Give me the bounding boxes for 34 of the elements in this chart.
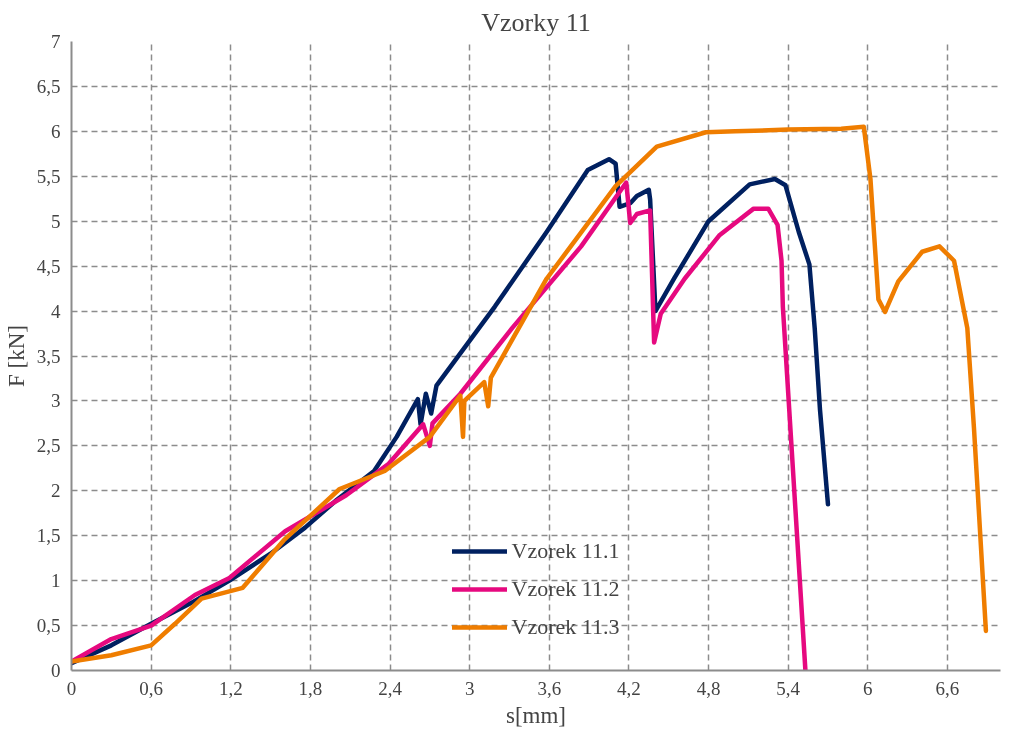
y-tick-label: 1 [51,570,61,592]
y-axis-title: F [kN] [3,325,29,387]
y-tick-label: 6,5 [36,75,61,97]
x-tick-label: 6 [863,677,873,699]
x-tick-label: 1,8 [298,677,323,699]
y-tick-label: 5 [51,210,61,232]
y-tick-label: 6 [51,120,61,142]
chart-title: Vzorky 11 [481,7,591,37]
y-tick-label: 4,5 [36,255,61,277]
y-tick-label: 1,5 [36,525,61,547]
line-series [71,124,989,664]
x-tick-label: 2,4 [378,677,403,699]
y-tick-label: 4 [51,300,61,322]
y-tick-label: 5,5 [36,165,61,187]
legend-label: Vzorek 11.1 [511,538,620,564]
x-tick-label: 3 [464,677,475,699]
x-tick-label: 1,2 [218,677,243,699]
x-tick-label: 3,6 [537,677,562,699]
legend-label: Vzorek 11.2 [511,576,620,602]
x-tick-label: 4,2 [617,677,641,699]
x-tick-label: 5,4 [776,677,801,699]
x-tick-label: 0,6 [139,677,163,699]
x-tick-label: 0 [66,677,77,699]
y-tick-label: 2 [51,480,61,502]
y-tick-label: 3,5 [36,345,61,367]
x-tick-label: 6,6 [935,677,960,699]
x-tick-label: 4,8 [696,677,721,699]
y-tick-label: 2,5 [36,435,61,457]
y-tick-label: 7 [51,31,61,52]
y-tick-label: 0 [51,660,61,681]
x-axis-title: s[mm] [505,702,567,728]
y-tick-label: 0,5 [36,615,61,637]
legend-label: Vzorek 11.3 [511,614,620,640]
y-tick-label: 3 [51,390,61,412]
